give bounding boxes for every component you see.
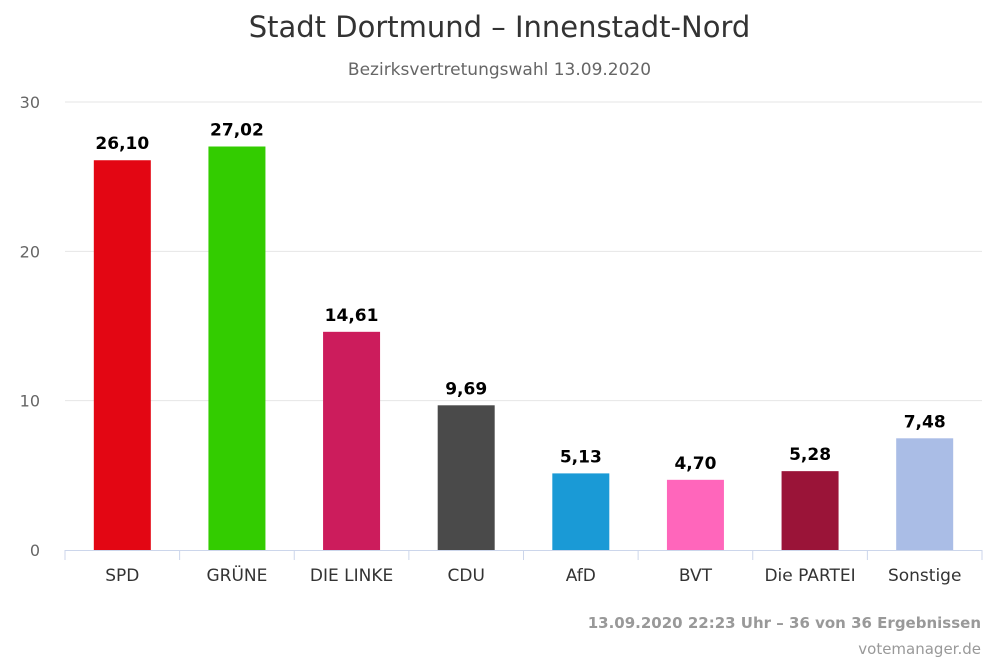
x-tick-label: DIE LINKE [310, 566, 393, 586]
y-tick-label: 0 [30, 541, 40, 560]
x-tick-label: Sonstige [888, 566, 961, 586]
bar-sonstige [896, 438, 954, 550]
bar-die-linke [323, 331, 381, 550]
bar-spd [93, 160, 151, 551]
x-tick-label: BVT [679, 566, 713, 586]
bar-afd [552, 473, 610, 550]
x-tick-label: Die PARTEI [764, 566, 855, 586]
data-label: 5,13 [560, 447, 602, 467]
data-label: 9,69 [445, 379, 487, 399]
y-tick-label: 10 [20, 392, 40, 411]
data-label: 14,61 [325, 306, 379, 326]
credit-text: votemanager.de [858, 640, 981, 658]
x-tick-label: SPD [105, 566, 139, 586]
data-label: 7,48 [904, 412, 946, 432]
x-tick-label: AfD [566, 566, 596, 586]
y-tick-label: 30 [20, 93, 40, 112]
x-tick-label: GRÜNE [206, 564, 267, 586]
bar-die-partei [781, 471, 839, 550]
results-status: 13.09.2020 22:23 Uhr – 36 von 36 Ergebni… [587, 614, 981, 632]
x-tick-label: CDU [447, 566, 484, 586]
bar-cdu [437, 405, 495, 550]
data-label: 26,10 [95, 134, 149, 154]
data-label: 4,70 [674, 454, 716, 474]
chart-title: Stadt Dortmund – Innenstadt-Nord [248, 10, 751, 44]
chart-subtitle: Bezirksvertretungswahl 13.09.2020 [347, 60, 652, 80]
data-label: 5,28 [789, 445, 831, 465]
bar-gr-ne [208, 146, 266, 550]
bar-bvt [666, 479, 724, 550]
y-tick-label: 20 [20, 242, 40, 261]
data-label: 27,02 [210, 121, 264, 141]
